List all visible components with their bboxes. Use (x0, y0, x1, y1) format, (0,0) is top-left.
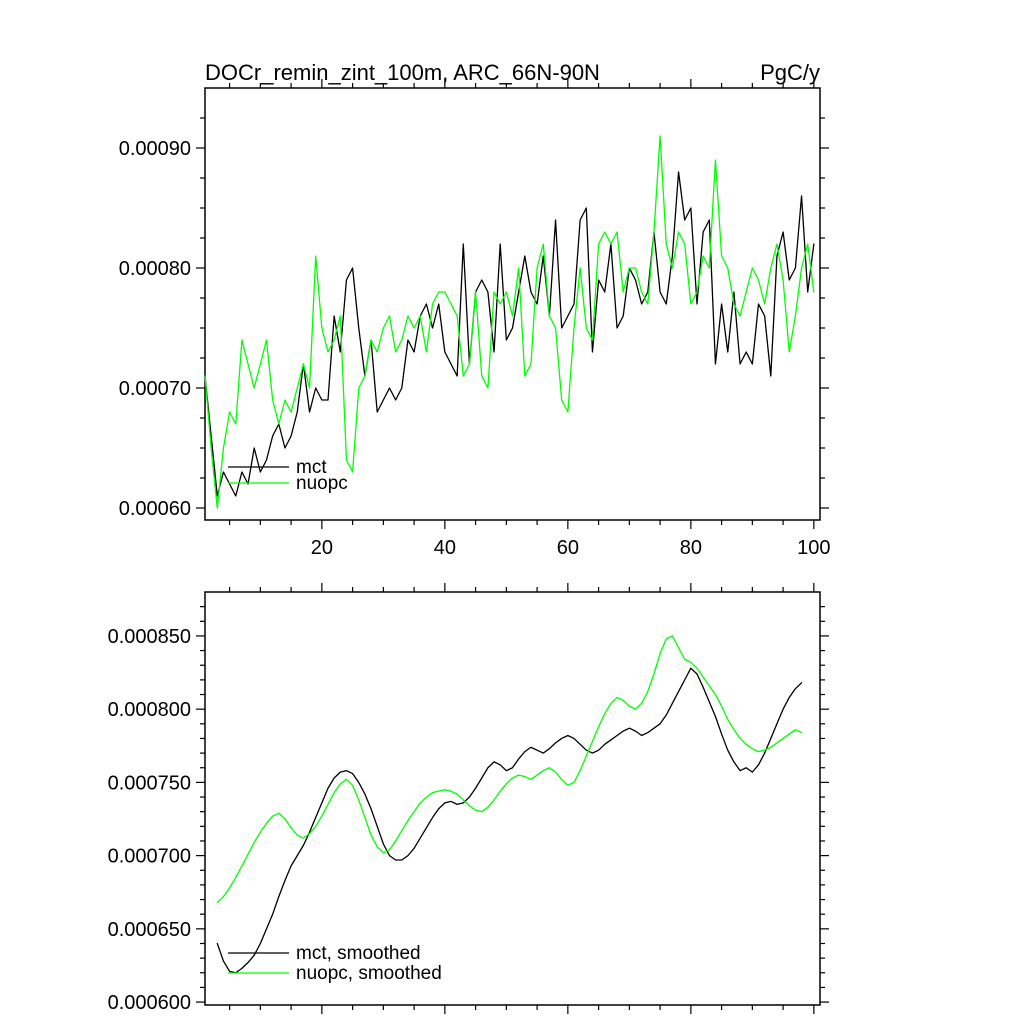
svg-text:0.000650: 0.000650 (108, 919, 191, 941)
svg-text:mct, smoothed: mct, smoothed (296, 943, 421, 964)
svg-text:0.000700: 0.000700 (108, 846, 191, 868)
top-chart-unit-label: PgC/y (760, 60, 820, 85)
svg-text:0.000600: 0.000600 (108, 992, 191, 1014)
svg-text:0.00080: 0.00080 (119, 258, 191, 280)
svg-text:20: 20 (311, 537, 333, 559)
svg-text:0.00060: 0.00060 (119, 498, 191, 520)
svg-text:0.00070: 0.00070 (119, 378, 191, 400)
top-chart-title: DOCr_remin_zint_100m, ARC_66N-90N (205, 60, 600, 85)
svg-text:0.000850: 0.000850 (108, 626, 191, 648)
top-chart: 20 40 60 80 100 0.00060 0.00070 0.00080 0.00090 m… (119, 79, 831, 559)
svg-text:40: 40 (434, 537, 456, 559)
svg-text:nuopc, smoothed: nuopc, smoothed (296, 963, 442, 984)
svg-text:mct: mct (296, 457, 327, 478)
bottom-chart: 0.000600 0.000650 0.000700 0.000750 0.000800… (108, 583, 829, 1014)
svg-text:60: 60 (557, 537, 579, 559)
svg-text:nuopc: nuopc (296, 473, 348, 494)
svg-text:0.00090: 0.00090 (119, 138, 191, 160)
svg-text:100: 100 (797, 537, 830, 559)
svg-text:80: 80 (680, 537, 702, 559)
svg-text:0.000800: 0.000800 (108, 699, 191, 721)
svg-text:0.000750: 0.000750 (108, 772, 191, 794)
